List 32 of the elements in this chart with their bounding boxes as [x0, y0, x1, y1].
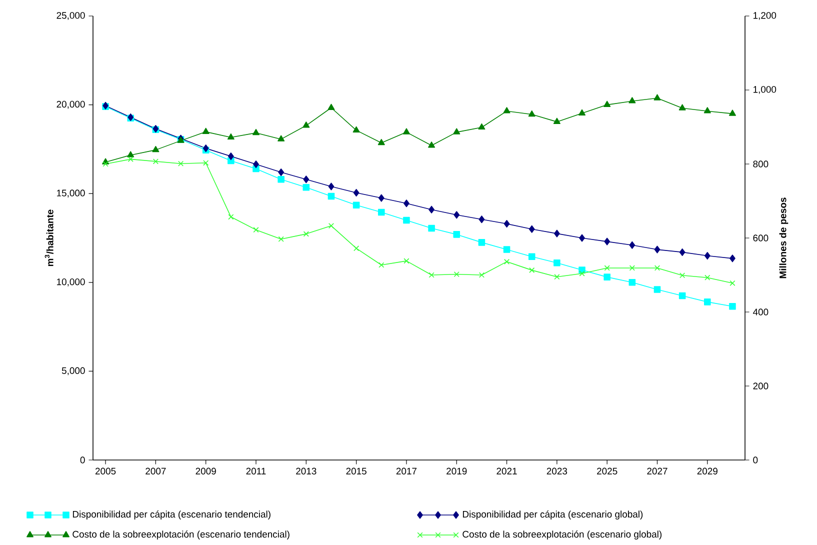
- y-tick-label: 5,000: [62, 367, 85, 376]
- y-tick-label: 10,000: [57, 278, 85, 286]
- x-tick-label: 2027: [647, 468, 668, 474]
- x-tick-label: 2015: [346, 468, 366, 474]
- y2-tick-label: 200: [753, 382, 768, 390]
- legend-label: Costo de la sobreexplotación (escenario tendencial): [72, 530, 290, 540]
- x-tick-label: 2005: [95, 468, 116, 474]
- y2-tick-label: 0: [753, 456, 758, 464]
- x-tick-label: 2021: [496, 468, 517, 474]
- y-axis-title: m$^{3}$/habitante: [44, 210, 54, 266]
- x-tick-label: 2009: [196, 468, 216, 474]
- y-tick-label: 15,000: [57, 190, 85, 198]
- y2-axis-title: Millones de pesos: [779, 198, 788, 278]
- y-tick-label: 25,000: [56, 12, 85, 20]
- x-tick-label: 2025: [597, 468, 618, 474]
- legend-label: Disponibilidad per cápita (escenario tendencial): [72, 510, 270, 520]
- x-tick-label: 2019: [446, 468, 467, 474]
- x-tick-label: 2013: [296, 468, 316, 474]
- y2-tick-label: 600: [753, 234, 768, 242]
- x-tick-label: 2029: [697, 468, 718, 474]
- x-tick-label: 2023: [546, 468, 568, 474]
- y2-tick-label: 800: [753, 160, 768, 168]
- x-tick-label: 2011: [246, 468, 266, 474]
- x-tick-label: 2017: [396, 468, 417, 474]
- y2-tick-label: 1,000: [753, 86, 776, 94]
- y-tick-label: 0: [80, 456, 85, 464]
- legend-label: Costo de la sobreexplotación (escenario global): [462, 530, 662, 540]
- x-tick-label: 2007: [146, 468, 166, 474]
- y2-tick-label: 400: [752, 308, 768, 316]
- legend-label: Disponibilidad per cápita (escenario global): [462, 510, 643, 520]
- y-tick-label: 20,000: [56, 100, 85, 109]
- y2-tick-label: 1,200: [753, 12, 776, 20]
